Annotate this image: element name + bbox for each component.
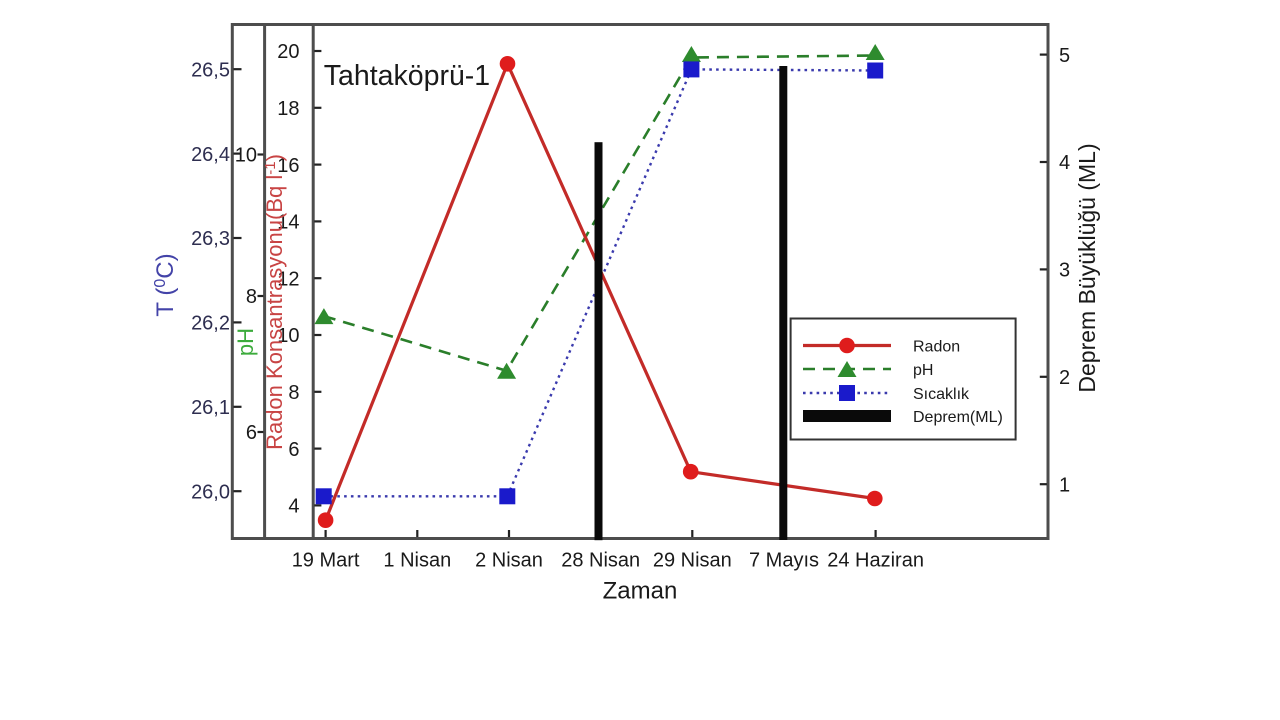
svg-text:29 Nisan: 29 Nisan bbox=[653, 550, 732, 572]
svg-text:26,0: 26,0 bbox=[191, 481, 230, 503]
svg-text:Radon Konsantrasyonu(Bq l-1): Radon Konsantrasyonu(Bq l-1) bbox=[262, 154, 287, 450]
svg-text:4: 4 bbox=[288, 496, 299, 518]
svg-text:6: 6 bbox=[246, 422, 257, 444]
svg-text:14: 14 bbox=[277, 212, 299, 234]
svg-text:19 Mart: 19 Mart bbox=[292, 550, 360, 572]
svg-text:4: 4 bbox=[1059, 152, 1070, 174]
svg-text:Tahtaköprü-1: Tahtaköprü-1 bbox=[324, 60, 490, 92]
svg-text:Deprem Büyüklüğü (ML): Deprem Büyüklüğü (ML) bbox=[1074, 143, 1100, 392]
svg-text:5: 5 bbox=[1059, 45, 1070, 67]
svg-text:8: 8 bbox=[246, 286, 257, 308]
svg-text:26,5: 26,5 bbox=[191, 59, 230, 81]
svg-text:16: 16 bbox=[277, 155, 299, 177]
svg-text:7 Mayıs: 7 Mayıs bbox=[749, 550, 819, 572]
svg-text:3: 3 bbox=[1059, 260, 1070, 282]
svg-text:1 Nisan: 1 Nisan bbox=[383, 550, 451, 572]
svg-text:10: 10 bbox=[277, 325, 299, 347]
svg-text:10: 10 bbox=[235, 145, 257, 167]
svg-text:24 Haziran: 24 Haziran bbox=[827, 550, 924, 572]
svg-text:2: 2 bbox=[1059, 367, 1070, 389]
svg-text:Radon: Radon bbox=[913, 338, 960, 355]
svg-text:26,4: 26,4 bbox=[191, 144, 230, 166]
svg-text:28 Nisan: 28 Nisan bbox=[561, 550, 640, 572]
svg-text:26,2: 26,2 bbox=[191, 313, 230, 335]
svg-text:26,1: 26,1 bbox=[191, 397, 230, 419]
svg-text:20: 20 bbox=[277, 41, 299, 63]
svg-text:18: 18 bbox=[277, 98, 299, 120]
svg-text:2 Nisan: 2 Nisan bbox=[475, 550, 543, 572]
svg-text:8: 8 bbox=[288, 382, 299, 404]
svg-text:Sıcaklık: Sıcaklık bbox=[913, 386, 970, 403]
svg-text:Deprem(ML): Deprem(ML) bbox=[913, 409, 1003, 426]
svg-text:12: 12 bbox=[277, 268, 299, 290]
svg-text:6: 6 bbox=[288, 439, 299, 461]
svg-text:26,3: 26,3 bbox=[191, 228, 230, 250]
svg-text:pH: pH bbox=[233, 328, 258, 356]
svg-text:pH: pH bbox=[913, 362, 933, 379]
svg-text:1: 1 bbox=[1059, 474, 1070, 496]
svg-text:Zaman: Zaman bbox=[603, 578, 678, 605]
